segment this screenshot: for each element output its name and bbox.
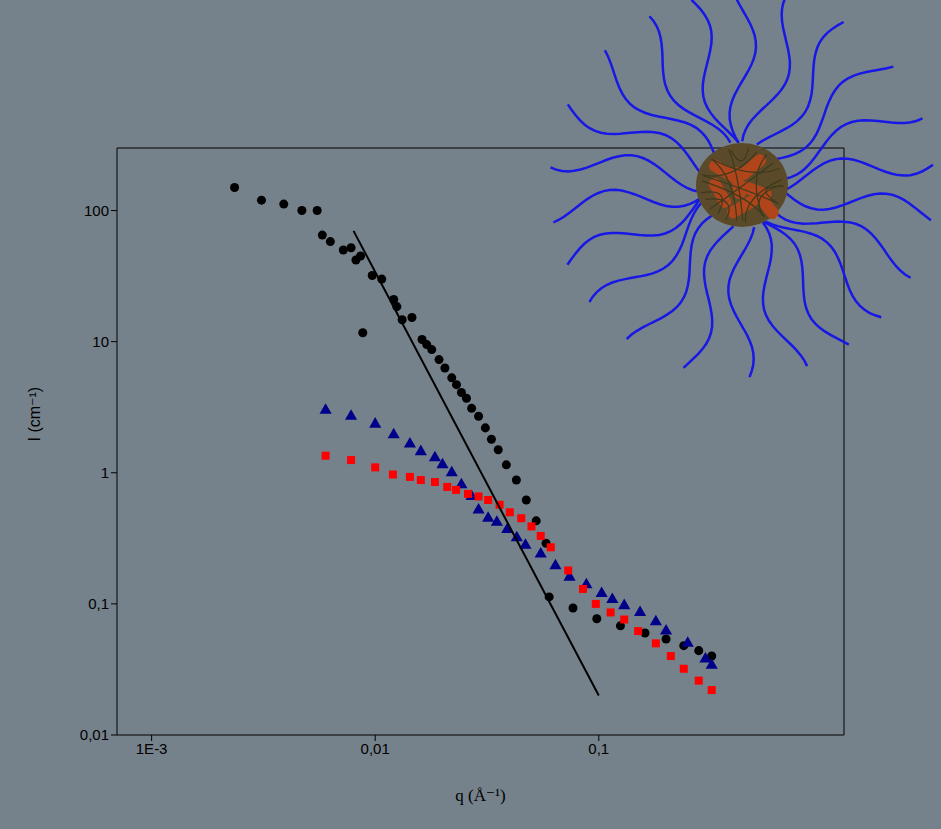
- svg-text:10: 10: [92, 333, 109, 350]
- svg-text:1: 1: [101, 464, 109, 481]
- svg-text:q (Å⁻¹): q (Å⁻¹): [455, 786, 505, 805]
- svg-text:100: 100: [84, 202, 109, 219]
- svg-text:0,01: 0,01: [361, 740, 390, 757]
- svg-text:0,1: 0,1: [88, 595, 109, 612]
- svg-text:I (cm⁻¹): I (cm⁻¹): [26, 387, 43, 442]
- svg-text:1E-3: 1E-3: [136, 740, 168, 757]
- svg-text:0,1: 0,1: [588, 740, 609, 757]
- svg-text:0,01: 0,01: [80, 726, 109, 743]
